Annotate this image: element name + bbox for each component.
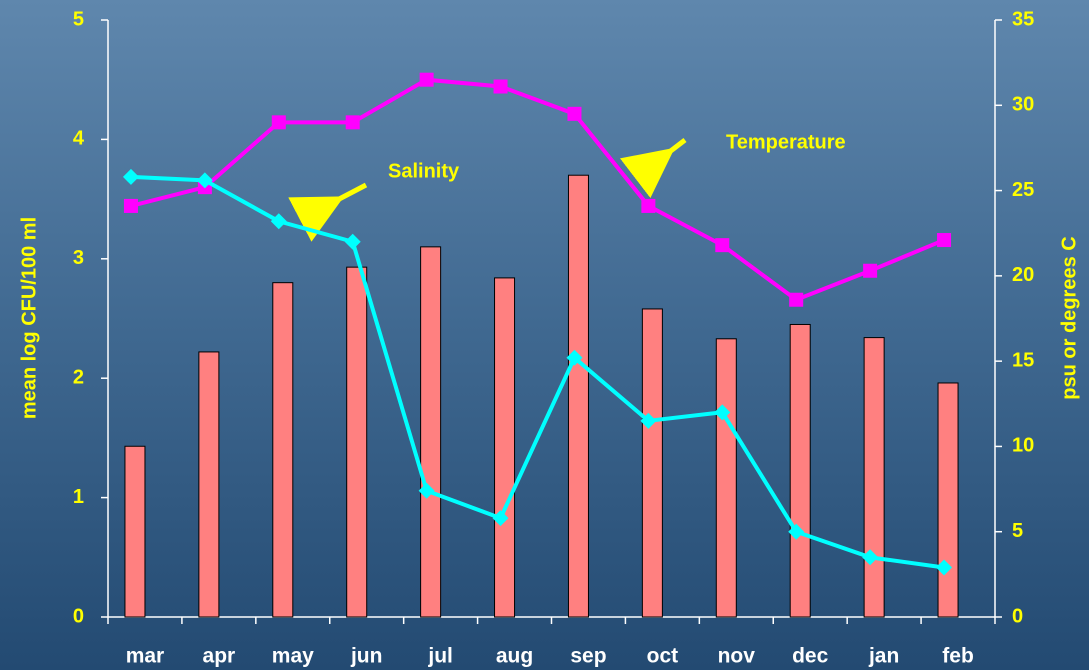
x-tick-label: oct [647,645,679,668]
y-tick-label: 4 [73,128,85,150]
marker [196,172,213,189]
x-tick-label: mar [126,645,165,668]
marker [271,115,286,130]
marker [863,263,878,278]
bar [567,174,589,618]
bar [272,282,294,618]
y2-tick-label: 25 [1012,179,1034,201]
marker [418,482,435,499]
marker [567,106,582,121]
marker [714,404,731,421]
y-tick-label: 1 [73,486,84,508]
marker [492,510,509,527]
x-tick-label: jan [868,645,899,668]
marker [122,168,139,185]
bar [346,266,368,618]
marker [641,198,656,213]
bar [789,323,811,618]
marker [715,238,730,253]
annotation-arrow [619,138,687,199]
x-tick-label: apr [203,645,236,668]
x-tick-label: dec [792,645,829,668]
bar [494,277,516,618]
y2-tick-label: 20 [1012,264,1034,286]
bar [124,445,146,618]
annotation: Temperature [726,131,846,153]
x-tick-label: feb [942,645,974,668]
line [130,77,945,303]
marker [640,412,657,429]
y-tick-label: 5 [73,8,84,30]
y2-tick-label: 15 [1012,349,1034,371]
marker [270,213,287,230]
annotation-arrow [288,182,368,242]
bar [937,382,959,618]
y-tick-label: 2 [73,366,84,388]
marker [937,233,952,248]
bar [198,351,220,618]
marker [789,292,804,307]
x-tick-label: nov [718,645,756,668]
marker [493,79,508,94]
y-tick-label: 3 [73,247,84,269]
y2-tick-label: 5 [1012,520,1023,542]
bar [420,246,442,618]
y2-tick-label: 0 [1012,605,1023,627]
y-tick-label: 0 [73,605,84,627]
x-tick-label: aug [496,645,533,668]
y2-tick-label: 35 [1012,8,1034,30]
marker [862,549,879,566]
bar [641,308,663,618]
x-tick-label: may [272,645,314,668]
marker [344,233,361,250]
y2-tick-label: 30 [1012,94,1034,116]
marker [788,523,805,540]
marker [123,198,138,213]
x-tick-label: jul [427,645,453,668]
y2-axis-label: psu or degrees C [1058,236,1080,399]
marker [419,72,434,87]
marker [345,115,360,130]
bar [863,337,885,618]
y2-tick-label: 10 [1012,435,1034,457]
marker [936,559,953,576]
x-tick-label: jun [350,645,383,668]
y-axis-label: mean log CFU/100 ml [18,217,40,419]
marker [566,349,583,366]
annotation: Salinity [388,160,460,182]
line [130,174,945,570]
x-tick-label: sep [570,645,606,668]
bar [715,338,737,618]
